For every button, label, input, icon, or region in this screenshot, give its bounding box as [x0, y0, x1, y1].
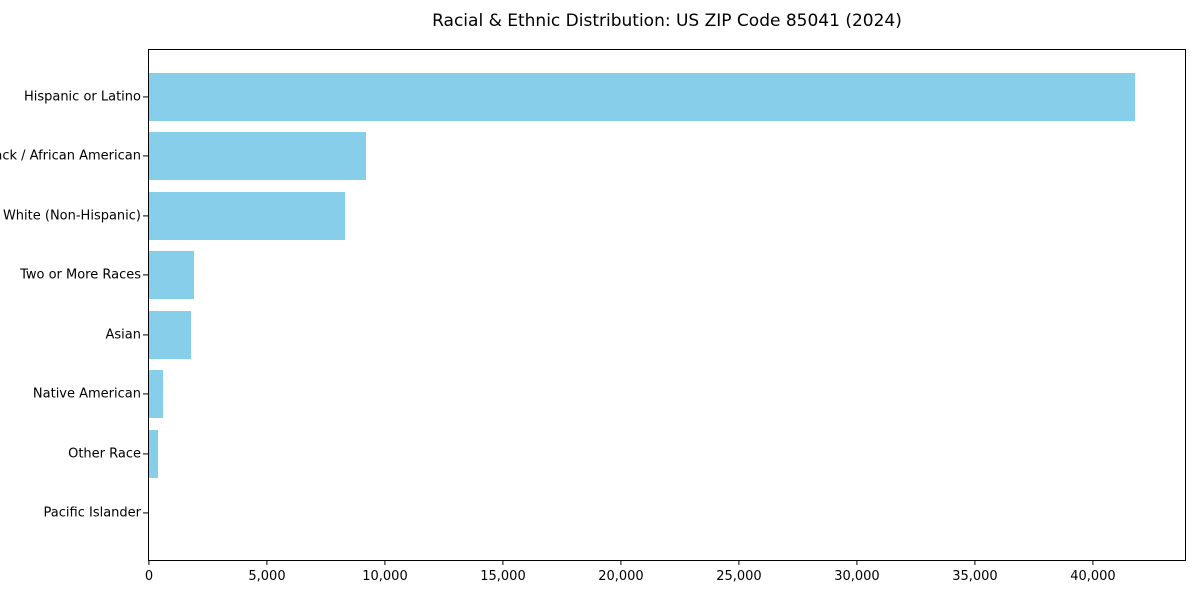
category-row-black-african-american: Black / African American — [0, 127, 1185, 187]
bar-black-african-american — [149, 132, 367, 181]
category-row-native-american: Native American — [33, 365, 1185, 425]
y-axis-label-pacific-islander: Pacific Islander — [43, 505, 141, 521]
y-tick-mark — [143, 215, 148, 217]
bar-hispanic-or-latino — [149, 72, 1136, 121]
x-axis: 0 5,000 10,000 15,000 20,000 25,000 30,000 35,0… — [145, 560, 1185, 600]
category-row-asian: Asian — [106, 305, 1185, 365]
x-tick-mark — [738, 561, 740, 565]
x-tick-label: 5,000 — [248, 569, 286, 584]
category-row-other-race: Other Race — [68, 424, 1185, 484]
x-tick-label: 25,000 — [716, 569, 762, 584]
y-axis-label-hispanic-or-latino: Hispanic or Latino — [23, 89, 141, 105]
y-tick-mark — [143, 453, 148, 455]
bar-asian — [149, 310, 192, 359]
y-axis-label-black-african-american: Black / African American — [0, 148, 141, 164]
bar-other-race — [149, 429, 159, 478]
x-tick-mark — [502, 561, 504, 565]
x-tick-label: 20,000 — [598, 569, 644, 584]
y-tick-mark — [143, 393, 148, 395]
y-tick-mark — [143, 155, 148, 157]
x-tick-mark — [974, 561, 976, 565]
bar-two-or-more-races — [149, 251, 194, 300]
x-tick-label: 15,000 — [480, 569, 526, 584]
x-tick-label: 40,000 — [1070, 569, 1116, 584]
y-tick-mark — [143, 96, 148, 98]
x-tick-mark — [856, 561, 858, 565]
x-tick-mark — [148, 561, 150, 565]
y-tick-mark — [143, 512, 148, 514]
y-axis-label-two-or-more-races: Two or More Races — [20, 267, 141, 283]
y-axis-label-native-american: Native American — [32, 386, 141, 402]
x-tick-label: 30,000 — [834, 569, 880, 584]
bars-container: Hispanic or Latino Black / African Americ… — [0, 50, 1185, 560]
x-tick-label: 10,000 — [362, 569, 408, 584]
x-tick-mark — [1092, 561, 1094, 565]
y-axis-label-asian: Asian — [105, 327, 141, 343]
category-row-pacific-islander: Pacific Islander — [44, 484, 1185, 544]
x-tick-label: 0 — [144, 569, 154, 584]
bar-white-non-hispanic — [149, 191, 345, 240]
category-row-two-or-more-races: Two or More Races — [20, 246, 1185, 306]
y-tick-mark — [143, 274, 148, 276]
y-axis-label-other-race: Other Race — [68, 446, 141, 462]
bar-native-american — [149, 370, 163, 419]
y-axis-label-white-non-hispanic: White (Non-Hispanic) — [2, 208, 141, 224]
x-tick-mark — [620, 561, 622, 565]
category-row-white-non-hispanic: White (Non-Hispanic) — [3, 186, 1185, 246]
category-row-hispanic-or-latino: Hispanic or Latino — [24, 67, 1185, 127]
x-tick-label: 35,000 — [952, 569, 998, 584]
plot-area: Hispanic or Latino Black / African Americ… — [0, 49, 1186, 584]
y-tick-mark — [143, 334, 148, 336]
chart-title: Racial & Ethnic Distribution: US ZIP Cod… — [432, 11, 902, 31]
x-tick-mark — [266, 561, 268, 565]
x-tick-mark — [384, 561, 386, 565]
